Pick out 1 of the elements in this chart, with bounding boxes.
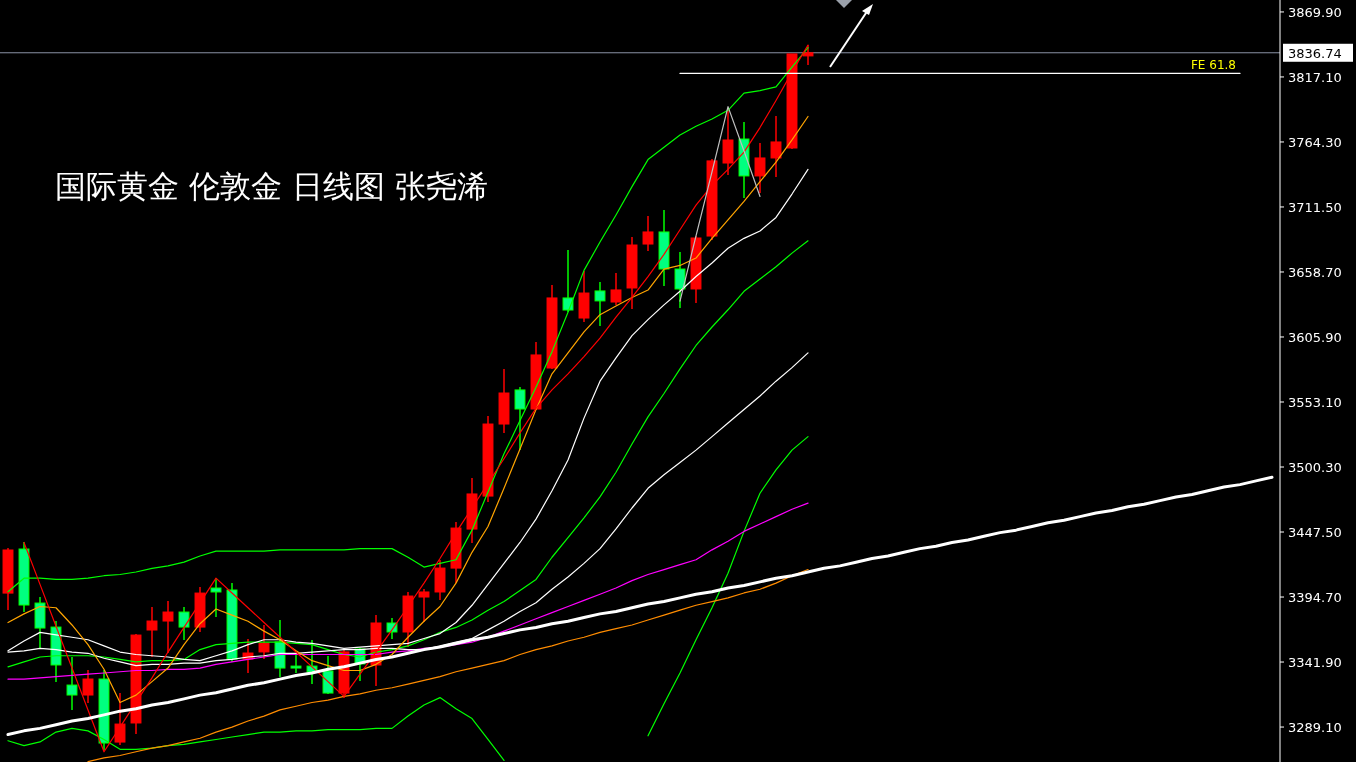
title: 国际黄金 伦敦金 日线图 张尧浠 — [55, 168, 488, 204]
